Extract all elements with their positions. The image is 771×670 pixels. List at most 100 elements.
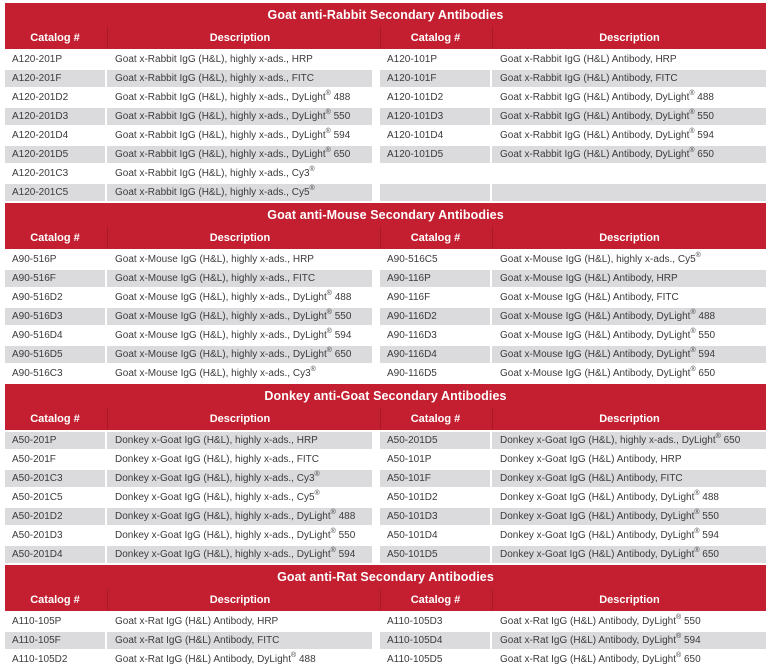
catalog-number-cell-right: A50-201D5 bbox=[380, 432, 490, 449]
column-header-catalog-left: Catalog # bbox=[30, 32, 80, 44]
catalog-number-cell-right: A90-116P bbox=[380, 270, 490, 287]
column-header-description-right: Description bbox=[492, 27, 766, 49]
catalog-number-cell-left: A120-201D2 bbox=[5, 89, 105, 106]
table-body: A90-516P Goat x-Mouse IgG (H&L), highly … bbox=[5, 251, 766, 382]
description-cell-left: Goat x-Rabbit IgG (H&L), highly x-ads., … bbox=[107, 146, 372, 163]
table-row: A90-516D5 Goat x-Mouse IgG (H&L), highly… bbox=[5, 346, 766, 363]
catalog-number-cell-right: A120-101F bbox=[380, 70, 490, 87]
table-body: A120-201P Goat x-Rabbit IgG (H&L), highl… bbox=[5, 51, 766, 201]
catalog-number-cell-left: A120-201D5 bbox=[5, 146, 105, 163]
catalog-number-cell-left: A90-516D5 bbox=[5, 346, 105, 363]
catalog-number-cell-left: A50-201D2 bbox=[5, 508, 105, 525]
catalog-number-cell-right: A120-101P bbox=[380, 51, 490, 68]
description-cell-right bbox=[492, 165, 766, 182]
catalog-number-cell-right: A90-116D4 bbox=[380, 346, 490, 363]
catalog-number-cell-left: A120-201F bbox=[5, 70, 105, 87]
catalog-number-cell-left: A120-201D3 bbox=[5, 108, 105, 125]
table-row: A110-105D2 Goat x-Rat IgG (H&L) Antibody… bbox=[5, 651, 766, 668]
table-row: A50-201D4 Donkey x-Goat IgG (H&L), highl… bbox=[5, 546, 766, 563]
table-row: A120-201D3 Goat x-Rabbit IgG (H&L), high… bbox=[5, 108, 766, 125]
catalog-number-cell-left: A120-201P bbox=[5, 51, 105, 68]
description-cell-right: Donkey x-Goat IgG (H&L) Antibody, DyLigh… bbox=[492, 508, 766, 525]
table-row: A50-201P Donkey x-Goat IgG (H&L), highly… bbox=[5, 432, 766, 449]
catalog-number-cell-right: A120-101D4 bbox=[380, 127, 490, 144]
antibody-table-section: Goat anti-Mouse Secondary Antibodies Cat… bbox=[5, 203, 766, 382]
description-cell-right: Goat x-Mouse IgG (H&L) Antibody, DyLight… bbox=[492, 346, 766, 363]
description-cell-left: Donkey x-Goat IgG (H&L), highly x-ads., … bbox=[107, 432, 372, 449]
catalog-number-cell-left: A50-201F bbox=[5, 451, 105, 468]
description-cell-right: Goat x-Rat IgG (H&L) Antibody, DyLight® … bbox=[492, 651, 766, 668]
catalog-number-cell-right bbox=[380, 165, 490, 182]
description-cell-left: Goat x-Rabbit IgG (H&L), highly x-ads., … bbox=[107, 184, 372, 201]
description-cell-right: Donkey x-Goat IgG (H&L) Antibody, DyLigh… bbox=[492, 489, 766, 506]
column-header-catalog-right: Catalog # bbox=[380, 408, 490, 430]
description-cell-left: Donkey x-Goat IgG (H&L), highly x-ads., … bbox=[107, 451, 372, 468]
table-row: A90-516F Goat x-Mouse IgG (H&L), highly … bbox=[5, 270, 766, 287]
description-cell-left: Donkey x-Goat IgG (H&L), highly x-ads., … bbox=[107, 489, 372, 506]
description-cell-right: Goat x-Rabbit IgG (H&L) Antibody, DyLigh… bbox=[492, 146, 766, 163]
table-row: A120-201C5 Goat x-Rabbit IgG (H&L), high… bbox=[5, 184, 766, 201]
table-row: A120-201D5 Goat x-Rabbit IgG (H&L), high… bbox=[5, 146, 766, 163]
catalog-number-cell-left: A50-201D4 bbox=[5, 546, 105, 563]
column-header-catalog-right: Catalog # bbox=[380, 589, 490, 611]
description-cell-right: Goat x-Rabbit IgG (H&L) Antibody, FITC bbox=[492, 70, 766, 87]
table-row: A120-201P Goat x-Rabbit IgG (H&L), highl… bbox=[5, 51, 766, 68]
catalog-number-cell-right: A50-101P bbox=[380, 451, 490, 468]
table-row: A90-516D2 Goat x-Mouse IgG (H&L), highly… bbox=[5, 289, 766, 306]
catalog-number-cell-right: A110-105D5 bbox=[380, 651, 490, 668]
catalog-number-cell-right: A110-105D4 bbox=[380, 632, 490, 649]
catalog-number-cell-right: A120-101D3 bbox=[380, 108, 490, 125]
catalog-number-cell-left: A110-105F bbox=[5, 632, 105, 649]
table-row: A110-105F Goat x-Rat IgG (H&L) Antibody,… bbox=[5, 632, 766, 649]
description-cell-left: Goat x-Rat IgG (H&L) Antibody, FITC bbox=[107, 632, 372, 649]
table-body: A110-105P Goat x-Rat IgG (H&L) Antibody,… bbox=[5, 613, 766, 668]
description-cell-right: Goat x-Mouse IgG (H&L), highly x-ads., C… bbox=[492, 251, 766, 268]
description-cell-left: Goat x-Rabbit IgG (H&L), highly x-ads., … bbox=[107, 165, 372, 182]
description-cell-right: Goat x-Mouse IgG (H&L) Antibody, HRP bbox=[492, 270, 766, 287]
catalog-tables: Goat anti-Rabbit Secondary Antibodies Ca… bbox=[5, 3, 766, 668]
catalog-number-cell-right bbox=[380, 184, 490, 201]
description-cell-left: Goat x-Mouse IgG (H&L), highly x-ads., D… bbox=[107, 308, 372, 325]
catalog-number-cell-right: A110-105D3 bbox=[380, 613, 490, 630]
description-cell-right: Donkey x-Goat IgG (H&L) Antibody, DyLigh… bbox=[492, 546, 766, 563]
description-cell-right: Goat x-Rabbit IgG (H&L) Antibody, DyLigh… bbox=[492, 127, 766, 144]
table-row: A50-201C3 Donkey x-Goat IgG (H&L), highl… bbox=[5, 470, 766, 487]
description-cell-right: Goat x-Mouse IgG (H&L) Antibody, DyLight… bbox=[492, 365, 766, 382]
description-cell-right: Donkey x-Goat IgG (H&L) Antibody, DyLigh… bbox=[492, 527, 766, 544]
catalog-number-cell-left: A50-201C3 bbox=[5, 470, 105, 487]
description-cell-right: Goat x-Rabbit IgG (H&L) Antibody, DyLigh… bbox=[492, 89, 766, 106]
table-row: A120-201D4 Goat x-Rabbit IgG (H&L), high… bbox=[5, 127, 766, 144]
description-cell-left: Donkey x-Goat IgG (H&L), highly x-ads., … bbox=[107, 546, 372, 563]
column-header-description-right: Description bbox=[492, 408, 766, 430]
description-cell-left: Goat x-Mouse IgG (H&L), highly x-ads., D… bbox=[107, 346, 372, 363]
description-cell-left: Donkey x-Goat IgG (H&L), highly x-ads., … bbox=[107, 527, 372, 544]
table-row: A120-201F Goat x-Rabbit IgG (H&L), highl… bbox=[5, 70, 766, 87]
catalog-number-cell-left: A90-516D4 bbox=[5, 327, 105, 344]
table-row: A90-516C3 Goat x-Mouse IgG (H&L), highly… bbox=[5, 365, 766, 382]
catalog-number-cell-left: A120-201D4 bbox=[5, 127, 105, 144]
description-cell-right: Donkey x-Goat IgG (H&L) Antibody, FITC bbox=[492, 470, 766, 487]
column-header-description-left: Description bbox=[107, 408, 372, 430]
description-cell-left: Goat x-Mouse IgG (H&L), highly x-ads., H… bbox=[107, 251, 372, 268]
description-cell-right: Goat x-Mouse IgG (H&L) Antibody, DyLight… bbox=[492, 327, 766, 344]
description-cell-left: Goat x-Mouse IgG (H&L), highly x-ads., C… bbox=[107, 365, 372, 382]
column-header-description-right: Description bbox=[492, 227, 766, 249]
catalog-number-cell-right: A120-101D5 bbox=[380, 146, 490, 163]
catalog-number-cell-left: A90-516D2 bbox=[5, 289, 105, 306]
description-cell-left: Goat x-Rabbit IgG (H&L), highly x-ads., … bbox=[107, 108, 372, 125]
description-cell-right: Goat x-Rabbit IgG (H&L) Antibody, DyLigh… bbox=[492, 108, 766, 125]
table-row: A120-201C3 Goat x-Rabbit IgG (H&L), high… bbox=[5, 165, 766, 182]
catalog-number-cell-left: A50-201C5 bbox=[5, 489, 105, 506]
catalog-number-cell-left: A120-201C3 bbox=[5, 165, 105, 182]
catalog-number-cell-left: A90-516D3 bbox=[5, 308, 105, 325]
catalog-number-cell-right: A90-116D5 bbox=[380, 365, 490, 382]
description-cell-left: Goat x-Rabbit IgG (H&L), highly x-ads., … bbox=[107, 51, 372, 68]
description-cell-right: Goat x-Rabbit IgG (H&L) Antibody, HRP bbox=[492, 51, 766, 68]
catalog-number-cell-right: A50-101F bbox=[380, 470, 490, 487]
catalog-number-cell-left: A110-105D2 bbox=[5, 651, 105, 668]
catalog-number-cell-right: A90-516C5 bbox=[380, 251, 490, 268]
table-row: A110-105P Goat x-Rat IgG (H&L) Antibody,… bbox=[5, 613, 766, 630]
table-row: A90-516D4 Goat x-Mouse IgG (H&L), highly… bbox=[5, 327, 766, 344]
table-body: A50-201P Donkey x-Goat IgG (H&L), highly… bbox=[5, 432, 766, 563]
